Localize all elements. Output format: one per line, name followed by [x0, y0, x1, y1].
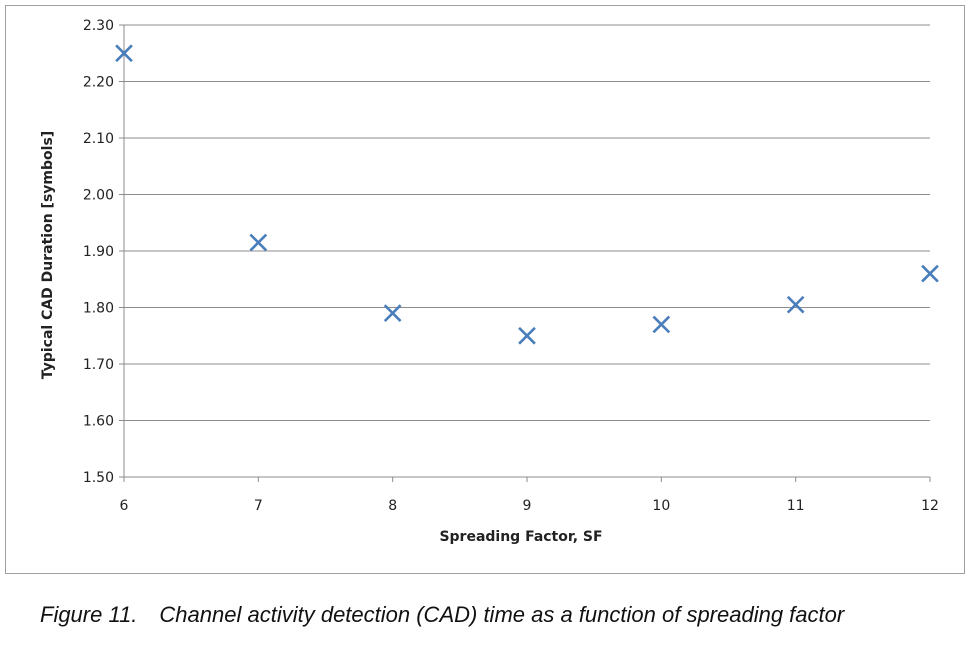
data-points: [115, 44, 939, 345]
data-point-marker: [652, 315, 671, 334]
y-tick-label: 1.80: [83, 301, 114, 317]
x-tick-labels: 6 7 8 9 10 11 12: [120, 498, 939, 514]
x-tick-label: 7: [254, 498, 263, 514]
y-tick-label: 1.50: [83, 470, 114, 486]
y-tick-label: 1.70: [83, 357, 114, 373]
x-tick-label: 8: [388, 498, 397, 514]
x-tick-label: 10: [652, 498, 670, 514]
data-point-marker: [249, 233, 268, 252]
x-tick-label: 11: [787, 498, 805, 514]
y-tick-label: 2.20: [83, 75, 114, 91]
y-tick-label: 1.90: [83, 244, 114, 260]
figure-number: Figure 11.: [40, 602, 138, 627]
grid-lines: [119, 24, 930, 478]
figure-caption-text: Channel activity detection (CAD) time as…: [159, 602, 845, 627]
data-point-marker: [115, 44, 133, 63]
y-tick-label: 1.60: [83, 414, 114, 430]
y-tick-labels: 1.50 1.60 1.70 1.80 1.90 2.00 2.10 2.20 2.30: [83, 18, 114, 486]
figure-caption: Figure 11. Channel activity detection (CA…: [40, 602, 970, 628]
x-tick-label: 9: [523, 498, 532, 514]
scatter-chart: 1.50 1.60 1.70 1.80 1.90 2.00 2.10 2.20 2.30 6 7 8…: [40, 18, 939, 545]
data-point-marker: [383, 304, 402, 322]
y-tick-label: 2.10: [83, 131, 114, 147]
x-tick-label: 12: [921, 498, 939, 514]
y-tick-label: 2.00: [83, 188, 114, 204]
data-point-marker: [518, 326, 536, 345]
axes: [123, 25, 931, 482]
y-tick-label: 2.30: [83, 18, 114, 34]
data-point-marker: [921, 264, 939, 283]
data-point-marker: [786, 295, 805, 314]
y-axis-title: Typical CAD Duration [symbols]: [40, 131, 56, 379]
x-tick-label: 6: [120, 498, 129, 514]
x-axis-title: Spreading Factor, SF: [439, 529, 602, 545]
chart-frame: [5, 5, 965, 574]
